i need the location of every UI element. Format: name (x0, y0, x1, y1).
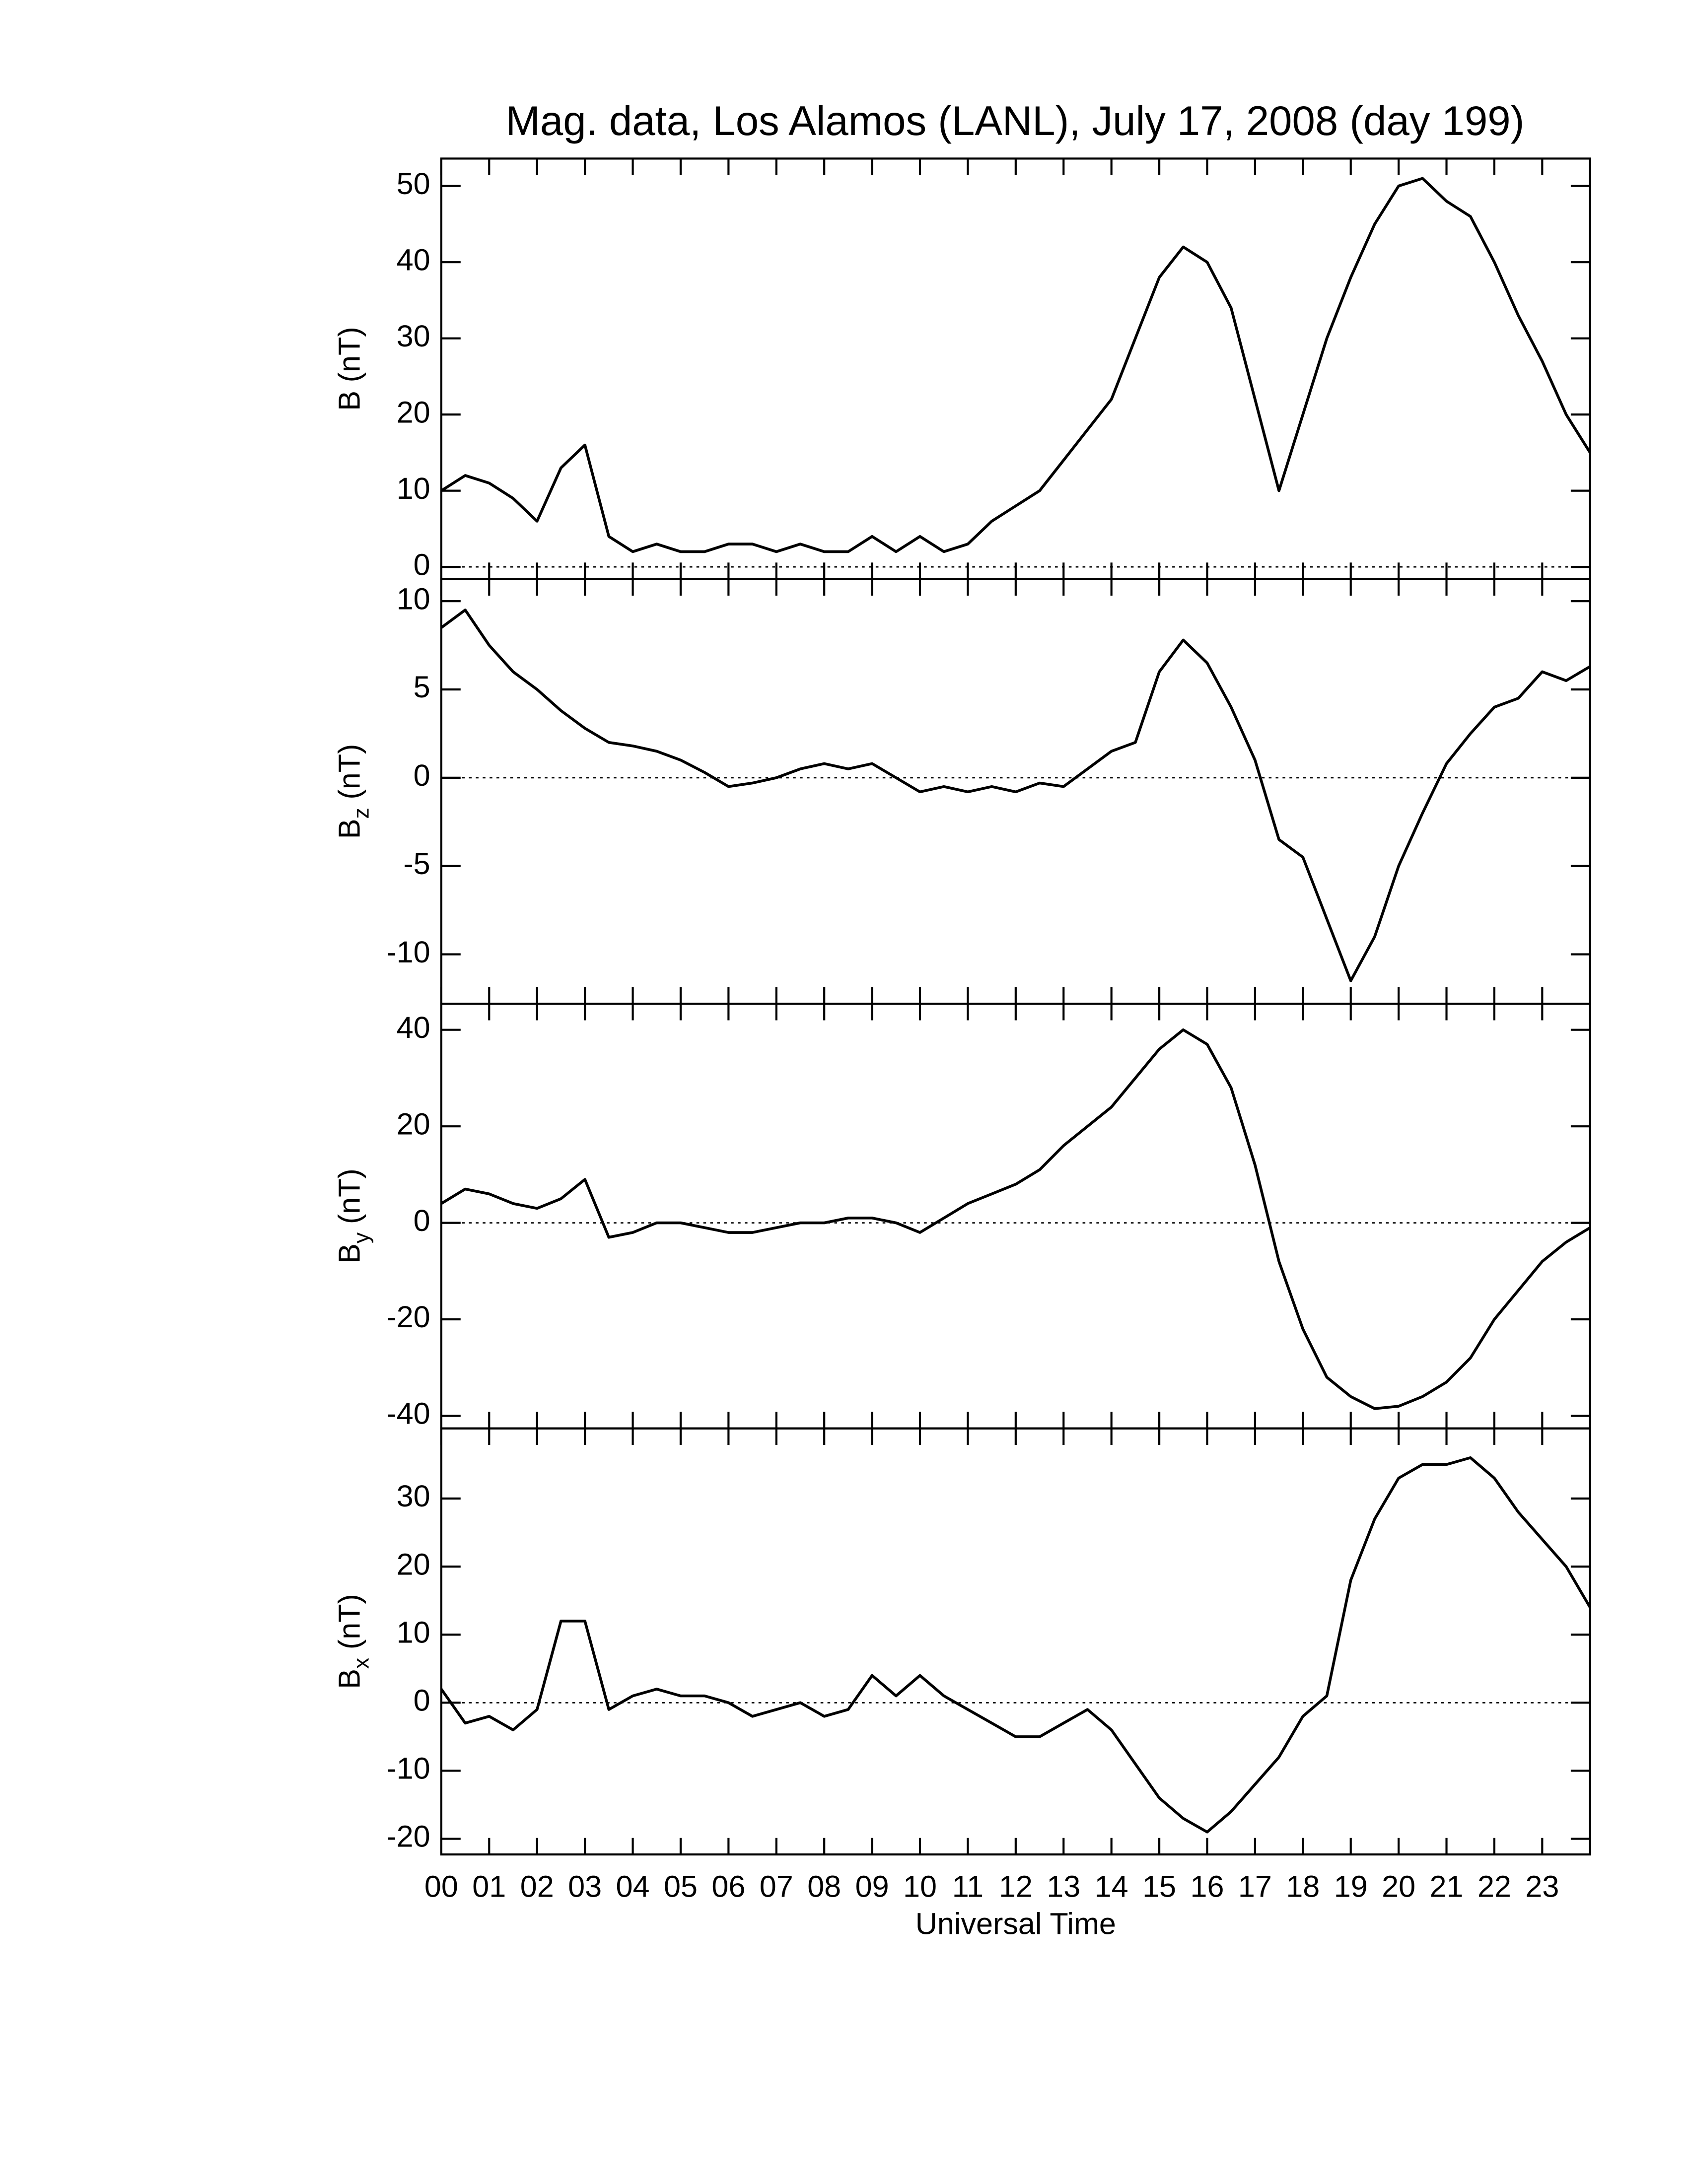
x-tick-label: 11 (952, 1870, 984, 1904)
y-tick-label: 20 (397, 1547, 430, 1581)
y-tick-label: 30 (397, 1479, 430, 1513)
y-tick-label: 30 (397, 319, 430, 353)
x-tick-label: 10 (903, 1870, 937, 1904)
y-axis-label: B (nT) (332, 327, 366, 410)
x-tick-label: 23 (1525, 1870, 1559, 1904)
x-tick-label: 13 (1047, 1870, 1080, 1904)
x-axis-label: Universal Time (915, 1907, 1116, 1941)
y-tick-label: 5 (414, 670, 430, 704)
y-tick-label: 10 (397, 1615, 430, 1649)
y-label-units: (nT) (332, 744, 366, 800)
x-tick-label: 01 (472, 1870, 506, 1904)
y-tick-label: 50 (397, 167, 430, 201)
data-line (440, 1028, 1591, 1410)
data-line (440, 177, 1592, 553)
y-tick-label: 0 (414, 1683, 430, 1717)
y-tick-label: -20 (386, 1820, 430, 1853)
y-label-subscript: y (349, 1232, 373, 1243)
x-tick-label: 00 (424, 1870, 458, 1904)
x-tick-label: 20 (1382, 1870, 1415, 1904)
y-tick-label: -5 (403, 847, 430, 881)
x-tick-label: 09 (855, 1870, 889, 1904)
x-tick-label: 22 (1477, 1870, 1511, 1904)
y-label-main: B (332, 1669, 366, 1689)
y-axis-label: By (nT) (332, 1168, 373, 1264)
x-tick-label: 17 (1238, 1870, 1272, 1904)
x-tick-label: 03 (568, 1870, 602, 1904)
x-tick-label: 05 (664, 1870, 698, 1904)
y-axis-label: Bz (nT) (332, 744, 373, 839)
y-tick-label: 10 (397, 472, 430, 505)
x-tick-label: 08 (807, 1870, 841, 1904)
y-tick-label: 0 (414, 758, 430, 792)
y-tick-label: 0 (414, 547, 430, 581)
y-label-main: B (332, 391, 366, 411)
y-tick-label: -10 (386, 935, 430, 969)
y-tick-label: -10 (386, 1752, 430, 1785)
y-tick-label: 0 (414, 1204, 430, 1237)
plot-frame (440, 157, 1591, 580)
x-tick-label: 18 (1286, 1870, 1320, 1904)
y-tick-label: 20 (397, 395, 430, 429)
plot-frame (440, 1427, 1591, 1856)
y-tick-label: 40 (397, 1011, 430, 1044)
y-axis-label: Bx (nT) (332, 1594, 373, 1689)
y-tick-label: -20 (386, 1300, 430, 1334)
x-tick-label: 07 (760, 1870, 793, 1904)
x-tick-label: 19 (1334, 1870, 1368, 1904)
x-tick-label: 04 (616, 1870, 650, 1904)
y-tick-label: -40 (386, 1397, 430, 1431)
plot-frame (440, 1003, 1591, 1430)
y-label-main: B (332, 1243, 366, 1264)
chart-title: Mag. data, Los Alamos (LANL), July 17, 2… (505, 98, 1524, 144)
x-tick-label: 12 (999, 1870, 1033, 1904)
y-label-main: B (332, 819, 366, 839)
data-line (440, 609, 1591, 982)
x-tick-label: 15 (1142, 1870, 1176, 1904)
x-tick-label: 16 (1190, 1870, 1224, 1904)
y-tick-label: 40 (397, 243, 430, 276)
y-label-subscript: z (349, 808, 373, 819)
y-label-units: (nT) (332, 1168, 366, 1224)
y-label-units: (nT) (332, 327, 366, 382)
x-tick-label: 06 (711, 1870, 745, 1904)
x-tick-label: 02 (520, 1870, 554, 1904)
x-tick-label: 14 (1095, 1870, 1128, 1904)
y-tick-label: 20 (397, 1107, 430, 1141)
x-tick-label: 21 (1430, 1870, 1464, 1904)
data-line (440, 1456, 1592, 1834)
y-label-subscript: x (349, 1658, 373, 1669)
y-label-units: (nT) (332, 1594, 366, 1649)
y-tick-label: 10 (397, 582, 430, 615)
